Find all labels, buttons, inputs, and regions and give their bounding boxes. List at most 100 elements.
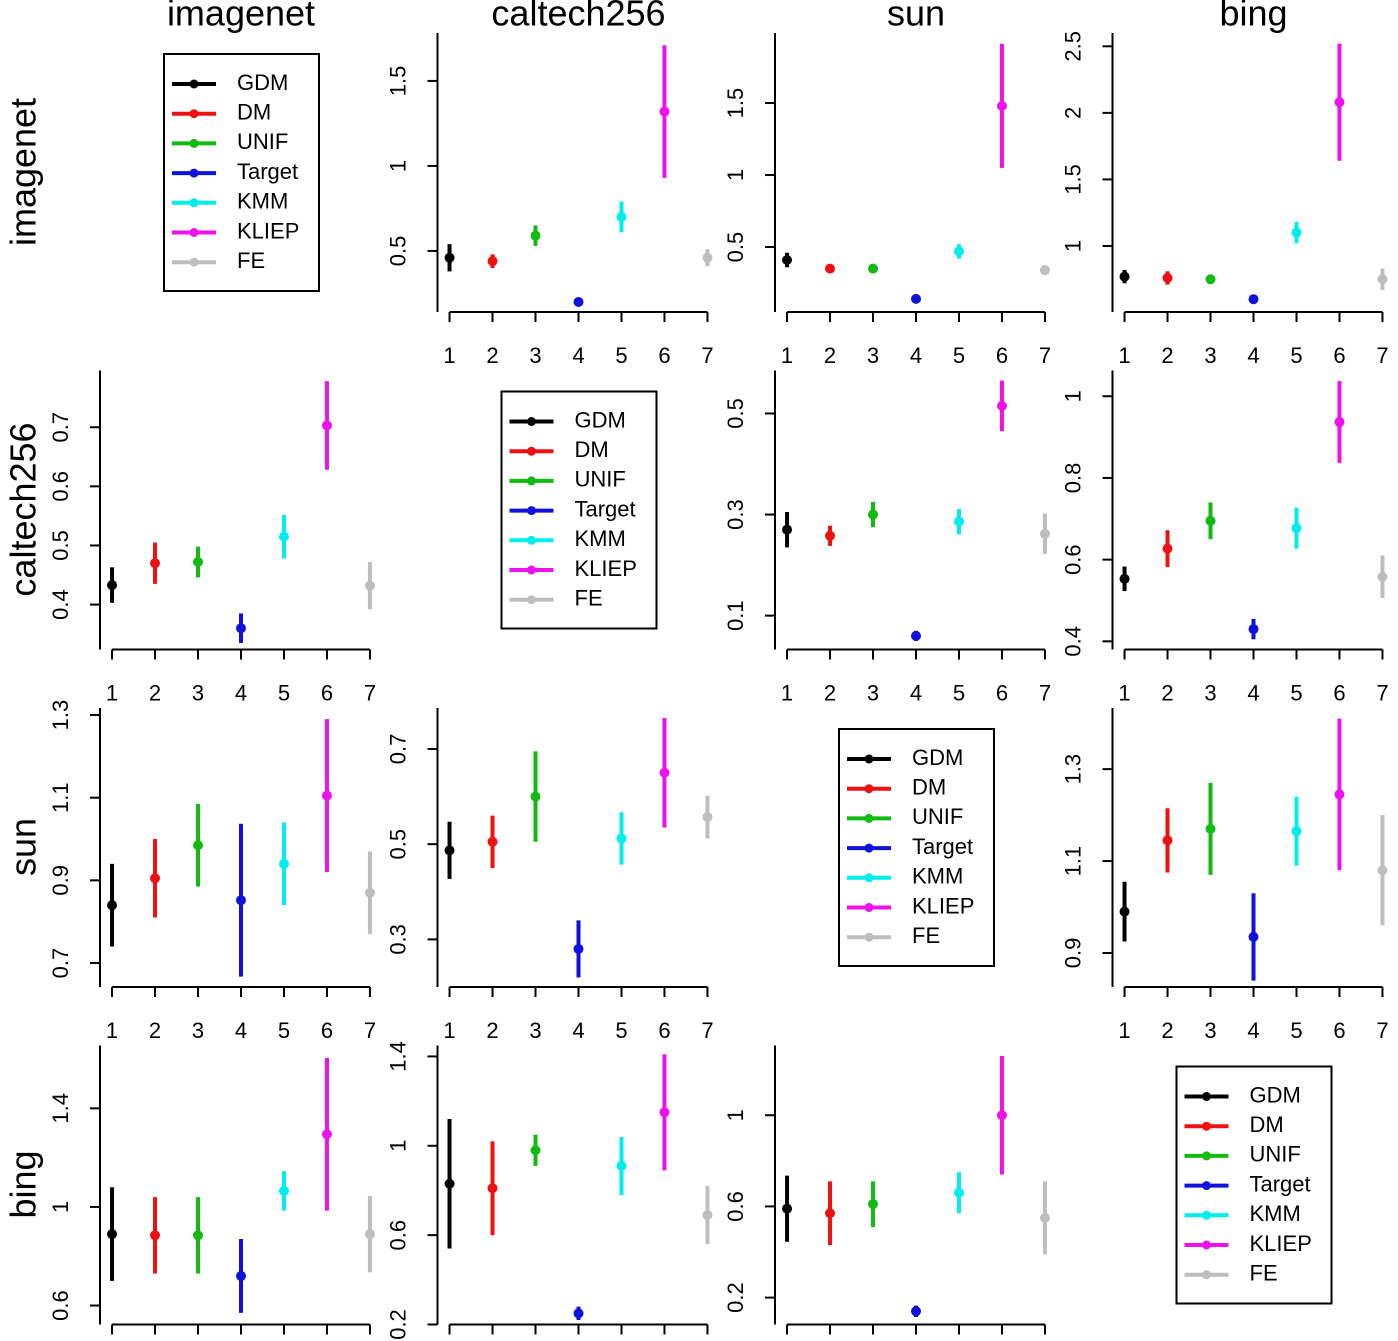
legend-label: UNIF [912, 804, 963, 829]
point [1291, 523, 1302, 534]
x-tick-label: 7 [1376, 1018, 1388, 1043]
column-title: imagenet [167, 0, 315, 34]
point [1248, 624, 1259, 635]
point [364, 1229, 375, 1240]
point [1205, 823, 1216, 834]
point [659, 106, 670, 117]
point [1334, 416, 1345, 427]
point [444, 252, 455, 263]
legend-label: GDM [237, 70, 288, 95]
x-tick-label: 7 [364, 680, 376, 705]
point [616, 1160, 627, 1171]
x-tick-label: 5 [615, 343, 627, 368]
row-title: imagenet [3, 98, 44, 246]
legend-dot [864, 903, 874, 912]
point [530, 1145, 541, 1156]
y-tick-label: 0.6 [48, 1290, 73, 1321]
y-tick-label: 1.3 [48, 700, 73, 731]
x-tick-label: 3 [867, 343, 879, 368]
y-tick-label: 0.5 [48, 530, 73, 561]
y-tick-label: 1.4 [48, 1093, 73, 1124]
y-tick-label: 1 [385, 160, 410, 172]
x-tick-label: 3 [867, 680, 879, 705]
point [616, 211, 627, 222]
y-tick-label: 0.2 [385, 1309, 410, 1340]
point [1377, 274, 1388, 285]
x-tick-label: 5 [1290, 1018, 1302, 1043]
legend-dot [864, 784, 874, 794]
legend-dot [1202, 1270, 1211, 1280]
legend-dot [527, 535, 536, 545]
y-tick-label: 1.3 [1060, 754, 1085, 785]
legend-dot [527, 506, 536, 516]
point [1039, 265, 1050, 276]
point [825, 263, 836, 274]
x-tick-label: 1 [1118, 1018, 1130, 1043]
point [573, 1308, 584, 1319]
point [825, 1208, 836, 1219]
row-title: sun [3, 818, 44, 876]
x-tick-label: 7 [1039, 343, 1051, 368]
x-tick-label: 4 [572, 343, 584, 368]
x-tick-label: 2 [1161, 1018, 1173, 1043]
point [1039, 528, 1050, 539]
point [868, 509, 879, 520]
point [825, 530, 836, 541]
column-title: caltech256 [491, 0, 665, 34]
legend-label: FE [1250, 1261, 1278, 1286]
legend-label: KMM [237, 189, 288, 214]
y-tick-label: 0.4 [48, 589, 73, 620]
legend-dot [189, 228, 199, 237]
x-tick-label: 4 [1247, 343, 1259, 368]
point [364, 887, 375, 898]
legend-label: Target [575, 496, 636, 521]
y-tick-label: 0.6 [385, 1220, 410, 1251]
legend-dot [1202, 1092, 1211, 1101]
legend-label: FE [575, 586, 603, 611]
point [911, 630, 921, 641]
point [487, 256, 498, 267]
point [702, 812, 713, 823]
point [364, 580, 375, 591]
x-tick-label: 7 [1376, 680, 1388, 705]
x-tick-label: 3 [1204, 1018, 1216, 1043]
point [911, 1306, 921, 1317]
point [321, 420, 332, 431]
x-tick-label: 5 [278, 680, 290, 705]
point [702, 252, 713, 263]
row-title: caltech256 [3, 422, 44, 596]
legend-label: KLIEP [912, 893, 974, 918]
legend-label: FE [237, 248, 265, 273]
point [1162, 543, 1173, 554]
y-tick-label: 0.9 [1060, 938, 1085, 969]
y-tick-label: 0.2 [723, 1282, 748, 1313]
legend-dot [1202, 1181, 1211, 1191]
x-tick-label: 1 [1118, 343, 1130, 368]
legend-label: GDM [912, 745, 963, 770]
x-tick-label: 4 [235, 680, 247, 705]
x-tick-label: 6 [1333, 343, 1345, 368]
point [1291, 826, 1302, 837]
x-tick-label: 3 [192, 680, 204, 705]
legend-dot [864, 813, 874, 823]
legend-label: KMM [575, 526, 626, 551]
legend-label: Target [912, 834, 973, 859]
point [444, 1178, 455, 1189]
legend-label: KLIEP [1250, 1231, 1312, 1256]
point [193, 1230, 204, 1241]
legend-dot [1202, 1240, 1211, 1250]
point [278, 858, 289, 869]
x-tick-label: 5 [953, 680, 965, 705]
x-tick-label: 5 [615, 1018, 627, 1043]
x-tick-label: 7 [364, 1018, 376, 1043]
x-tick-label: 5 [953, 343, 965, 368]
point [278, 531, 289, 542]
point [573, 296, 584, 307]
x-tick-label: 3 [529, 343, 541, 368]
x-tick-label: 6 [996, 680, 1008, 705]
point [702, 1210, 713, 1221]
legend-box [838, 728, 995, 967]
point [236, 623, 246, 634]
legend-label: DM [237, 100, 271, 125]
